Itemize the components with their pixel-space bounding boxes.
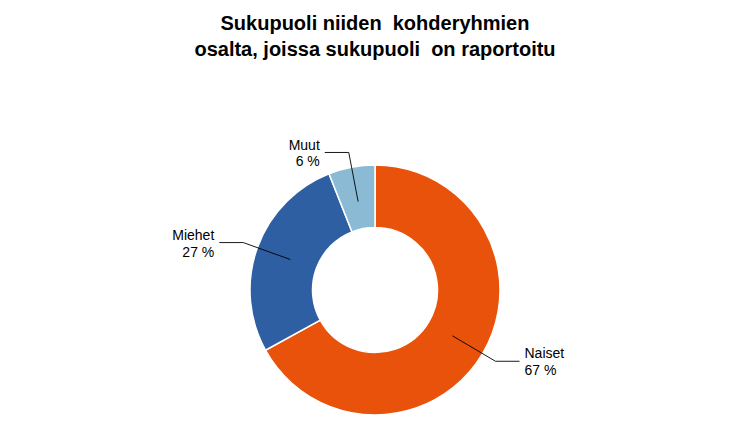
labels: Naiset67 % Miehet27 % Muut6 % — [172, 137, 564, 379]
label-name: Muut — [289, 137, 320, 153]
leader-line — [452, 336, 519, 361]
label-name: Naiset — [525, 345, 565, 361]
data-label: Muut6 % — [289, 137, 320, 170]
slices — [250, 165, 500, 415]
data-label: Naiset67 % — [525, 345, 565, 378]
label-value: 27 % — [182, 244, 214, 260]
plot: Naiset67 % Miehet27 % Muut6 % — [172, 137, 564, 415]
label-name: Miehet — [172, 227, 214, 243]
title-group: Sukupuoli niiden kohderyhmien osalta, joi… — [194, 12, 555, 60]
slice — [250, 174, 352, 350]
slice — [329, 165, 375, 232]
title: osalta, joissa sukupuoli on raportoitu — [194, 38, 555, 60]
title: Sukupuoli niiden kohderyhmien — [221, 12, 530, 34]
label-value: 67 % — [525, 362, 557, 378]
leader-line — [325, 152, 358, 201]
leader-line — [219, 243, 290, 260]
chart: Sukupuoli niiden kohderyhmien osalta, joi… — [0, 0, 750, 436]
label-value: 6 % — [296, 153, 320, 169]
data-label: Miehet27 % — [172, 227, 214, 260]
